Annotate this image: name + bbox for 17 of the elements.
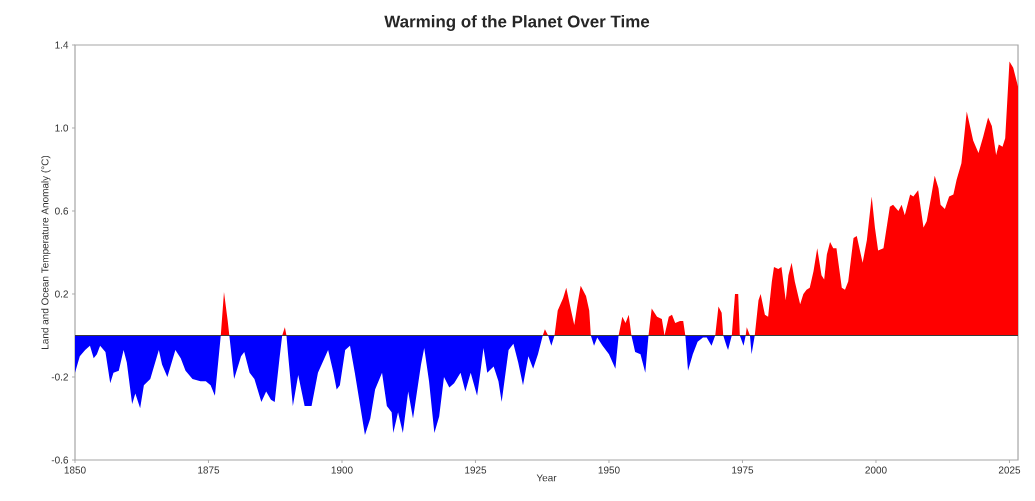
y-tick-label: 0.2 [55, 290, 68, 298]
y-tick-label: 1.0 [55, 124, 69, 132]
x-tick-label: 2025 [998, 466, 1021, 474]
y-tick-label: 1.4 [55, 41, 69, 49]
y-axis-title: Land and Ocean Temperature Anomaly (°C) [41, 155, 51, 349]
x-tick-label: 2000 [865, 466, 887, 474]
y-tick-label: 0.6 [55, 207, 69, 215]
chart-title: Warming of the Planet Over Time [384, 15, 650, 31]
y-tick-label: -0.2 [51, 373, 68, 381]
x-tick-label: 1900 [331, 466, 353, 474]
x-tick-label: 1950 [598, 466, 620, 474]
x-tick-label: 1850 [64, 466, 86, 474]
x-tick-label: 1925 [465, 466, 487, 474]
y-tick-label: -0.6 [51, 456, 69, 464]
x-tick-label: 1975 [732, 466, 754, 474]
x-tick-label: 1875 [198, 466, 220, 474]
x-axis-title: Year [536, 474, 557, 482]
